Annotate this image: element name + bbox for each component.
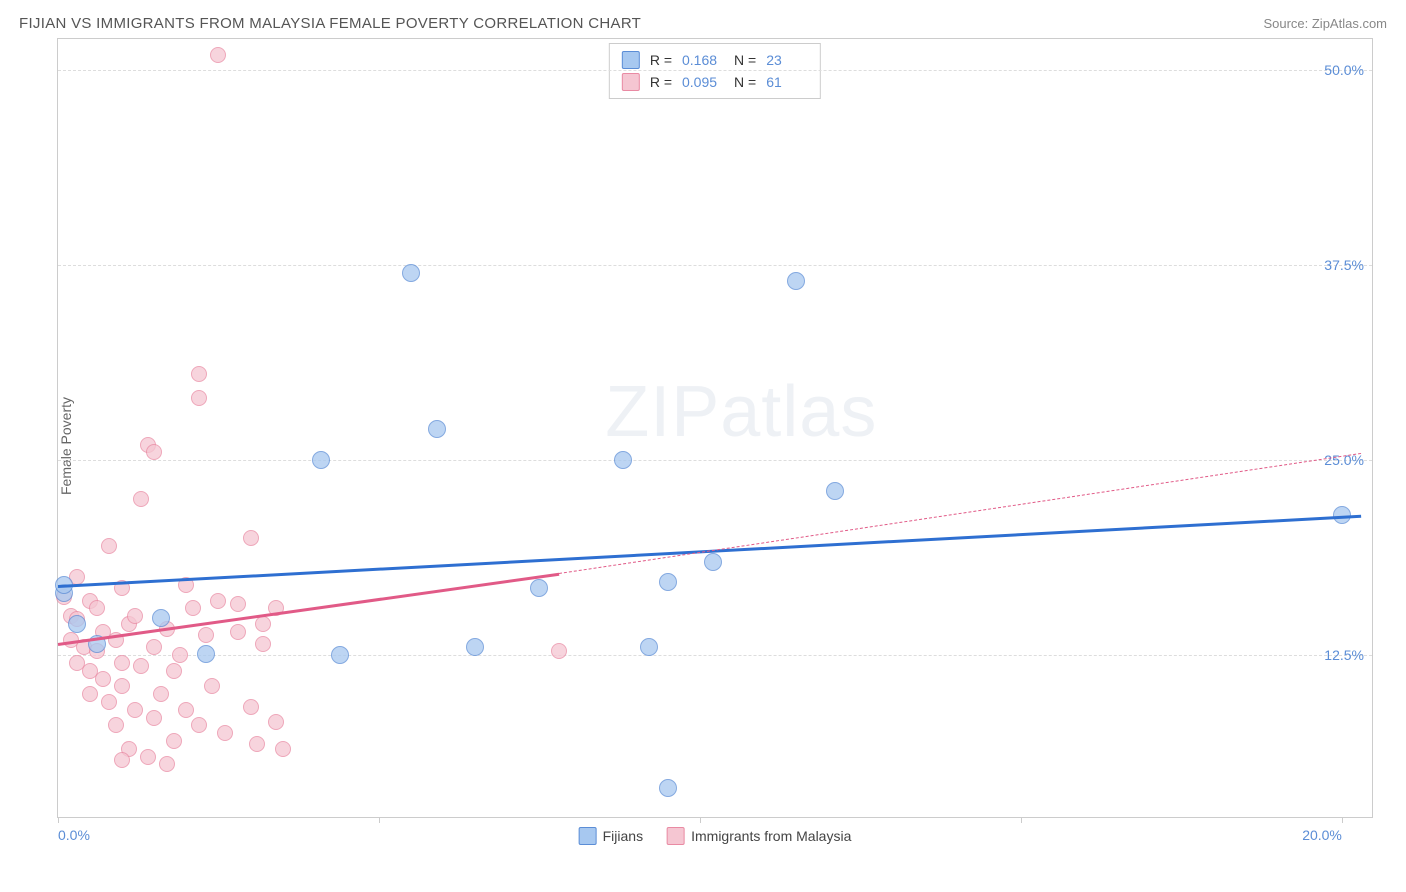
data-point [185, 600, 201, 616]
data-point [640, 638, 658, 656]
data-point [95, 671, 111, 687]
legend-item-fijians: Fijians [579, 827, 643, 845]
data-point [787, 272, 805, 290]
data-point [133, 658, 149, 674]
correlation-chart: FIJIAN VS IMMIGRANTS FROM MALAYSIA FEMAL… [15, 15, 1391, 877]
r-value: 0.095 [682, 74, 724, 90]
data-point [551, 643, 567, 659]
title-row: FIJIAN VS IMMIGRANTS FROM MALAYSIA FEMAL… [15, 15, 1391, 38]
n-value: 61 [766, 74, 808, 90]
data-point [659, 573, 677, 591]
x-tick [700, 817, 701, 823]
data-point [312, 451, 330, 469]
r-value: 0.168 [682, 52, 724, 68]
data-point [659, 779, 677, 797]
data-point [101, 538, 117, 554]
data-point [191, 390, 207, 406]
data-point [268, 714, 284, 730]
data-point [108, 717, 124, 733]
data-point [191, 717, 207, 733]
data-point [172, 647, 188, 663]
x-tick-label: 0.0% [58, 827, 90, 843]
data-point [114, 752, 130, 768]
data-point [127, 608, 143, 624]
chart-title: FIJIAN VS IMMIGRANTS FROM MALAYSIA FEMAL… [19, 15, 641, 32]
legend-label: Immigrants from Malaysia [691, 828, 851, 844]
data-point [230, 596, 246, 612]
n-value: 23 [766, 52, 808, 68]
data-point [255, 616, 271, 632]
data-point [243, 699, 259, 715]
data-point [255, 636, 271, 652]
data-point [133, 491, 149, 507]
data-point [614, 451, 632, 469]
y-tick-label: 50.0% [1324, 62, 1364, 78]
data-point [331, 646, 349, 664]
x-tick [1342, 817, 1343, 823]
data-point [230, 624, 246, 640]
legend-row-fijians: R = 0.168 N = 23 [622, 49, 808, 71]
data-point [210, 593, 226, 609]
data-point [204, 678, 220, 694]
data-point [82, 686, 98, 702]
data-point [466, 638, 484, 656]
data-point [159, 756, 175, 772]
y-tick-label: 37.5% [1324, 257, 1364, 273]
data-point [146, 444, 162, 460]
x-tick [1021, 817, 1022, 823]
data-point [101, 694, 117, 710]
data-point [210, 47, 226, 63]
data-point [166, 733, 182, 749]
plot-area: ZIPatlas R = 0.168 N = 23 R = 0.095 N = … [57, 38, 1373, 818]
data-point [152, 609, 170, 627]
y-tick-label: 12.5% [1324, 647, 1364, 663]
gridline [58, 265, 1372, 266]
data-point [249, 736, 265, 752]
data-point [198, 627, 214, 643]
gridline [58, 460, 1372, 461]
legend-swatch-icon [622, 73, 640, 91]
data-point [530, 579, 548, 597]
gridline [58, 655, 1372, 656]
data-point [114, 655, 130, 671]
data-point [428, 420, 446, 438]
data-point [146, 639, 162, 655]
chart-source: Source: ZipAtlas.com [1263, 16, 1387, 31]
data-point [146, 710, 162, 726]
legend-swatch-icon [579, 827, 597, 845]
data-point [68, 615, 86, 633]
data-point [140, 749, 156, 765]
legend-label: Fijians [603, 828, 643, 844]
data-point [127, 702, 143, 718]
data-point [114, 678, 130, 694]
data-point [704, 553, 722, 571]
legend-swatch-icon [667, 827, 685, 845]
trend-line [559, 452, 1362, 573]
watermark: ZIPatlas [605, 371, 877, 453]
x-tick [58, 817, 59, 823]
x-tick [379, 817, 380, 823]
gridline [58, 70, 1372, 71]
data-point [197, 645, 215, 663]
data-point [191, 366, 207, 382]
legend-swatch-icon [622, 51, 640, 69]
data-point [402, 264, 420, 282]
data-point [217, 725, 233, 741]
legend-row-malaysia: R = 0.095 N = 61 [622, 71, 808, 93]
data-point [89, 600, 105, 616]
data-point [826, 482, 844, 500]
data-point [166, 663, 182, 679]
data-point [153, 686, 169, 702]
series-legend: Fijians Immigrants from Malaysia [579, 827, 852, 845]
data-point [178, 702, 194, 718]
x-tick-label: 20.0% [1302, 827, 1342, 843]
data-point [243, 530, 259, 546]
data-point [275, 741, 291, 757]
legend-item-malaysia: Immigrants from Malaysia [667, 827, 851, 845]
